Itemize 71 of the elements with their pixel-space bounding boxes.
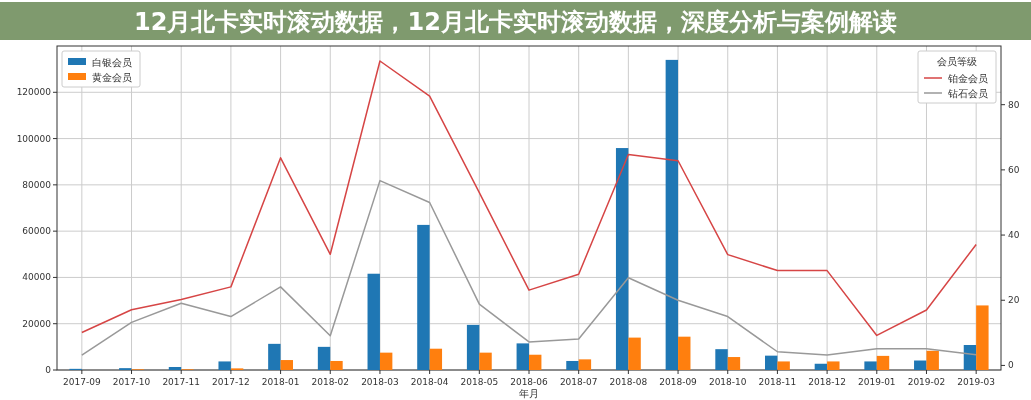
y-tick-label: 0	[45, 365, 52, 375]
x-tick-label: 2018-10	[708, 377, 747, 387]
bar	[715, 349, 728, 370]
bar	[827, 361, 840, 370]
bar	[268, 343, 281, 370]
y-tick-label: 120000	[16, 87, 52, 98]
bar	[479, 352, 492, 370]
y2-tick-label: 0	[1008, 360, 1014, 371]
x-tick-label: 2019-02	[907, 377, 946, 387]
chart-title: 12月北卡实时滚动数据，12月北卡实时滚动数据，深度分析与案例解读	[134, 8, 897, 36]
y-tick-label: 60000	[22, 226, 52, 237]
bar	[665, 59, 679, 370]
bar	[864, 361, 877, 370]
y-tick-label: 20000	[22, 318, 52, 329]
x-tick-label: 2018-04	[410, 377, 449, 387]
bar	[615, 148, 629, 370]
x-tick-label: 2017-09	[63, 377, 101, 387]
bar	[876, 355, 890, 370]
bar	[218, 361, 231, 370]
line-series	[81, 179, 977, 356]
x-tick-label: 2017-10	[112, 377, 151, 387]
bar	[168, 366, 182, 370]
bar	[466, 324, 480, 370]
y-tick-label: 40000	[22, 272, 52, 283]
y2-tick-label: 40	[1008, 230, 1020, 241]
legend-label: 钻石会员	[947, 88, 988, 99]
bar	[330, 360, 343, 370]
x-axis-title: 年月	[519, 388, 539, 399]
y-tick-label: 80000	[22, 179, 52, 190]
bar	[727, 357, 741, 370]
y2-tick-label: 60	[1008, 164, 1020, 175]
x-tick-label: 2018-06	[510, 377, 549, 387]
bar	[379, 352, 393, 370]
x-tick-label: 2019-03	[957, 377, 995, 387]
bar	[963, 345, 977, 370]
bar	[317, 346, 331, 370]
x-tick-label: 2018-09	[659, 377, 698, 387]
bar	[976, 305, 989, 370]
legend-label: 黄金会员	[92, 72, 132, 83]
y2-tick-label: 20	[1008, 295, 1020, 306]
y-tick-label: 100000	[16, 133, 52, 144]
x-tick-label: 2017-11	[162, 377, 201, 387]
bar	[578, 359, 592, 370]
bar	[367, 273, 380, 370]
bar	[516, 343, 529, 370]
legend-label: 白银会员	[92, 57, 132, 68]
bar	[417, 224, 430, 370]
bar	[678, 336, 691, 370]
x-tick-label: 2018-05	[460, 377, 499, 387]
bar	[814, 363, 828, 370]
bar	[280, 360, 293, 370]
y2-tick-label: 80	[1008, 99, 1020, 110]
x-tick-label: 2018-12	[808, 377, 846, 387]
x-tick-label: 2018-03	[361, 377, 399, 387]
legend-title: 会员等级	[937, 56, 977, 67]
x-tick-label: 2018-01	[261, 377, 300, 387]
bar	[926, 350, 939, 370]
x-tick-label: 2017-12	[212, 377, 250, 387]
bar	[529, 354, 542, 370]
bar	[777, 361, 790, 370]
x-tick-label: 2018-11	[758, 377, 797, 387]
bar	[765, 355, 778, 370]
x-tick-label: 2018-02	[311, 377, 350, 387]
legend-label: 铂金会员	[947, 73, 988, 84]
bar	[628, 337, 641, 370]
x-tick-label: 2019-01	[857, 377, 896, 387]
bar	[914, 360, 927, 370]
x-tick-label: 2018-07	[559, 377, 598, 387]
x-tick-label: 2018-08	[609, 377, 648, 387]
bar	[429, 348, 443, 370]
bar	[566, 360, 579, 370]
